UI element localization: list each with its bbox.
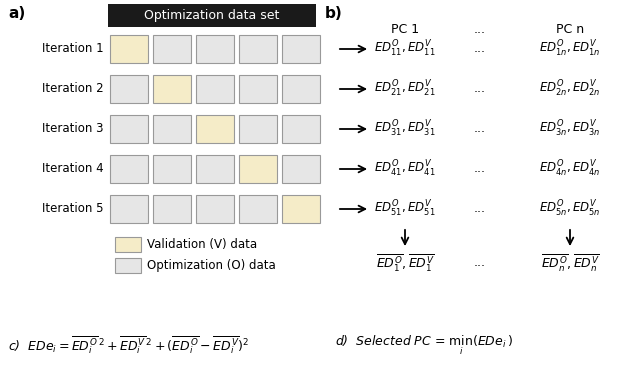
Bar xyxy=(239,75,277,103)
Text: Optimization (O) data: Optimization (O) data xyxy=(147,259,276,272)
Bar xyxy=(110,35,148,63)
Bar xyxy=(282,115,320,143)
Bar xyxy=(282,35,320,63)
Text: Iteration 4: Iteration 4 xyxy=(42,162,104,175)
Text: ...: ... xyxy=(474,43,486,56)
Bar xyxy=(153,115,191,143)
Text: Iteration 1: Iteration 1 xyxy=(42,43,104,56)
Bar xyxy=(110,75,148,103)
Text: $\overline{ED_1^O},\overline{ED_1^V}$: $\overline{ED_1^O},\overline{ED_1^V}$ xyxy=(376,252,435,273)
Text: c)  $EDe_i = \overline{ED_i^O}^{\,2} + \overline{ED_i^V}^{\,2} + (\overline{ED_i: c) $EDe_i = \overline{ED_i^O}^{\,2} + \o… xyxy=(8,334,249,356)
Bar xyxy=(239,155,277,183)
Text: PC n: PC n xyxy=(556,23,584,36)
Text: ...: ... xyxy=(474,162,486,175)
Text: Iteration 5: Iteration 5 xyxy=(42,202,104,215)
Text: ...: ... xyxy=(474,202,486,215)
Text: $ED_{21}^O,ED_{21}^V$: $ED_{21}^O,ED_{21}^V$ xyxy=(374,79,436,99)
Text: Validation (V) data: Validation (V) data xyxy=(147,238,257,251)
Bar xyxy=(115,237,141,252)
Text: ...: ... xyxy=(474,83,486,95)
Text: $ED_{3n}^O,ED_{3n}^V$: $ED_{3n}^O,ED_{3n}^V$ xyxy=(539,119,601,139)
Bar xyxy=(196,35,234,63)
Text: $ED_{4n}^O,ED_{4n}^V$: $ED_{4n}^O,ED_{4n}^V$ xyxy=(539,159,601,179)
Bar xyxy=(196,155,234,183)
Bar xyxy=(239,35,277,63)
Text: ...: ... xyxy=(474,256,486,269)
Text: Iteration 2: Iteration 2 xyxy=(42,83,104,95)
Bar xyxy=(108,4,316,27)
Bar xyxy=(282,195,320,223)
Text: d)  Selected PC = $\min_i(EDe_i)$: d) Selected PC = $\min_i(EDe_i)$ xyxy=(335,333,513,357)
Bar xyxy=(110,195,148,223)
Bar xyxy=(153,75,191,103)
Bar xyxy=(110,155,148,183)
Text: Optimization data set: Optimization data set xyxy=(144,9,280,22)
Bar xyxy=(282,155,320,183)
Text: a): a) xyxy=(8,7,25,21)
Bar xyxy=(239,115,277,143)
Bar xyxy=(110,115,148,143)
Bar xyxy=(196,75,234,103)
Text: $\overline{ED_n^O},\overline{ED_n^V}$: $\overline{ED_n^O},\overline{ED_n^V}$ xyxy=(541,252,600,273)
Text: ...: ... xyxy=(474,23,486,36)
Bar xyxy=(282,75,320,103)
Bar xyxy=(239,195,277,223)
Bar xyxy=(196,195,234,223)
Text: b): b) xyxy=(325,7,343,21)
Bar xyxy=(115,258,141,273)
Text: $ED_{51}^O,ED_{51}^V$: $ED_{51}^O,ED_{51}^V$ xyxy=(374,199,436,219)
Text: Iteration 3: Iteration 3 xyxy=(42,122,104,135)
Text: $ED_{11}^O,ED_{11}^V$: $ED_{11}^O,ED_{11}^V$ xyxy=(374,39,436,59)
Text: $ED_{41}^O,ED_{41}^V$: $ED_{41}^O,ED_{41}^V$ xyxy=(374,159,436,179)
Text: $ED_{5n}^O,ED_{5n}^V$: $ED_{5n}^O,ED_{5n}^V$ xyxy=(539,199,601,219)
Text: $ED_{1n}^O,ED_{1n}^V$: $ED_{1n}^O,ED_{1n}^V$ xyxy=(539,39,601,59)
Bar xyxy=(153,155,191,183)
Text: $ED_{2n}^O,ED_{2n}^V$: $ED_{2n}^O,ED_{2n}^V$ xyxy=(539,79,601,99)
Bar xyxy=(153,195,191,223)
Text: $ED_{31}^O,ED_{31}^V$: $ED_{31}^O,ED_{31}^V$ xyxy=(374,119,436,139)
Bar xyxy=(196,115,234,143)
Text: PC 1: PC 1 xyxy=(391,23,419,36)
Text: ...: ... xyxy=(474,122,486,135)
Bar xyxy=(153,35,191,63)
